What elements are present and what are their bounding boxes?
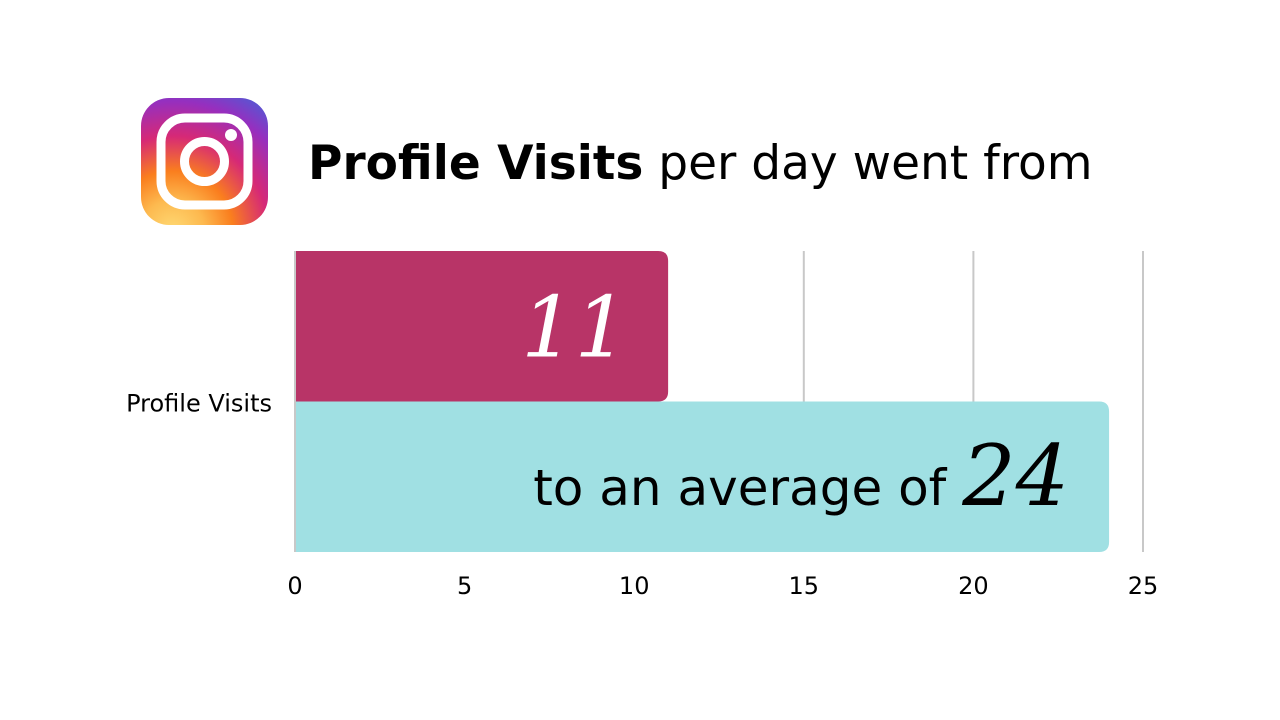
- instagram-icon: [141, 98, 268, 225]
- x-tick-label-2: 10: [619, 572, 650, 600]
- x-tick-label-0: 0: [287, 572, 302, 600]
- bar-1: [295, 401, 1110, 552]
- chart-title-bold: Profile Visits: [308, 136, 644, 191]
- category-label-0: Profile Visits: [126, 390, 272, 418]
- x-tick-label-4: 20: [958, 572, 989, 600]
- x-tick-label-5: 25: [1128, 572, 1159, 600]
- x-tick-label-3: 15: [789, 572, 820, 600]
- data-label-value-1: 24: [961, 427, 1069, 525]
- x-tick-label-1: 5: [457, 572, 472, 600]
- chart-title-rest: per day went from: [643, 136, 1093, 191]
- data-label-prefix-1: to an average of: [533, 459, 962, 517]
- bar-0: [295, 251, 669, 402]
- chart-title: Profile Visits per day went from: [308, 134, 1093, 194]
- data-label-0: 11: [521, 278, 628, 376]
- data-label-1: to an average of 24: [533, 427, 1069, 525]
